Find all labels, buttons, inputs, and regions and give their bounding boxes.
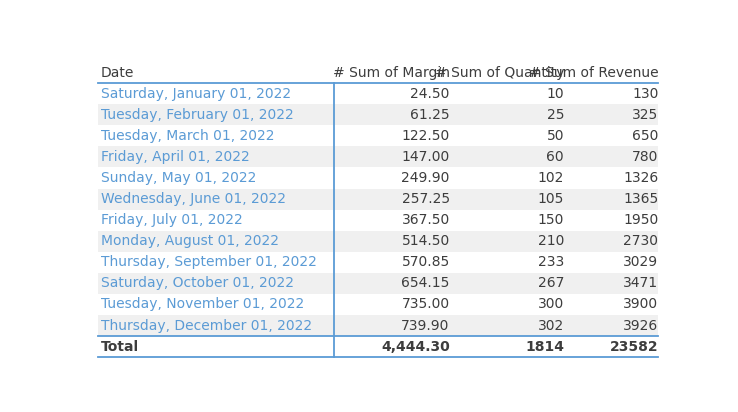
Bar xyxy=(98,189,658,210)
Text: 23582: 23582 xyxy=(610,339,658,353)
Bar xyxy=(98,273,658,294)
Text: 1365: 1365 xyxy=(623,192,658,206)
Text: Friday, July 01, 2022: Friday, July 01, 2022 xyxy=(101,213,243,227)
Bar xyxy=(98,62,658,83)
Text: 3900: 3900 xyxy=(624,297,658,311)
Text: 300: 300 xyxy=(538,297,564,311)
Text: 10: 10 xyxy=(546,87,564,101)
Text: 514.50: 514.50 xyxy=(401,234,449,248)
Text: 367.50: 367.50 xyxy=(401,213,449,227)
Text: # Sum of Margin: # Sum of Margin xyxy=(333,66,449,80)
Text: 122.50: 122.50 xyxy=(401,129,449,143)
Text: 61.25: 61.25 xyxy=(410,108,449,122)
Text: 3029: 3029 xyxy=(624,255,658,269)
Bar xyxy=(98,231,658,252)
Text: Tuesday, February 01, 2022: Tuesday, February 01, 2022 xyxy=(101,108,294,122)
Text: Thursday, December 01, 2022: Thursday, December 01, 2022 xyxy=(101,318,312,332)
Text: 130: 130 xyxy=(632,87,658,101)
Text: Saturday, October 01, 2022: Saturday, October 01, 2022 xyxy=(101,276,294,290)
Text: 780: 780 xyxy=(632,150,658,164)
Text: Friday, April 01, 2022: Friday, April 01, 2022 xyxy=(101,150,249,164)
Text: 654.15: 654.15 xyxy=(401,276,449,290)
Text: # Sum of Quantity: # Sum of Quantity xyxy=(435,66,564,80)
Text: 257.25: 257.25 xyxy=(401,192,449,206)
Text: 739.90: 739.90 xyxy=(401,318,449,332)
Text: 1326: 1326 xyxy=(623,171,658,185)
Bar xyxy=(98,146,658,168)
Bar xyxy=(98,252,658,273)
Text: Total: Total xyxy=(101,339,139,353)
Bar xyxy=(98,210,658,231)
Text: 325: 325 xyxy=(632,108,658,122)
Text: 249.90: 249.90 xyxy=(401,171,449,185)
Bar xyxy=(98,294,658,315)
Text: 50: 50 xyxy=(547,129,564,143)
Text: 650: 650 xyxy=(632,129,658,143)
Text: Saturday, January 01, 2022: Saturday, January 01, 2022 xyxy=(101,87,291,101)
Bar xyxy=(98,83,658,104)
Text: 735.00: 735.00 xyxy=(401,297,449,311)
Bar xyxy=(98,168,658,189)
Text: 60: 60 xyxy=(546,150,564,164)
Text: 1950: 1950 xyxy=(623,213,658,227)
Text: 233: 233 xyxy=(538,255,564,269)
Bar xyxy=(98,104,658,125)
Text: 3471: 3471 xyxy=(624,276,658,290)
Text: Monday, August 01, 2022: Monday, August 01, 2022 xyxy=(101,234,279,248)
Text: Thursday, September 01, 2022: Thursday, September 01, 2022 xyxy=(101,255,317,269)
Bar xyxy=(98,315,658,336)
Bar xyxy=(98,336,658,357)
Text: 25: 25 xyxy=(547,108,564,122)
Text: 3926: 3926 xyxy=(623,318,658,332)
Text: 4,444.30: 4,444.30 xyxy=(381,339,449,353)
Text: 150: 150 xyxy=(538,213,564,227)
Text: Date: Date xyxy=(101,66,134,80)
Text: Tuesday, November 01, 2022: Tuesday, November 01, 2022 xyxy=(101,297,304,311)
Text: 2730: 2730 xyxy=(624,234,658,248)
Text: Tuesday, March 01, 2022: Tuesday, March 01, 2022 xyxy=(101,129,275,143)
Text: 570.85: 570.85 xyxy=(401,255,449,269)
Bar xyxy=(98,125,658,146)
Text: 105: 105 xyxy=(538,192,564,206)
Text: Wednesday, June 01, 2022: Wednesday, June 01, 2022 xyxy=(101,192,286,206)
Text: 267: 267 xyxy=(538,276,564,290)
Text: # Sum of Revenue: # Sum of Revenue xyxy=(529,66,658,80)
Text: 1814: 1814 xyxy=(525,339,564,353)
Text: 147.00: 147.00 xyxy=(401,150,449,164)
Text: 302: 302 xyxy=(538,318,564,332)
Text: 210: 210 xyxy=(538,234,564,248)
Text: 102: 102 xyxy=(538,171,564,185)
Text: Sunday, May 01, 2022: Sunday, May 01, 2022 xyxy=(101,171,256,185)
Text: 24.50: 24.50 xyxy=(410,87,449,101)
